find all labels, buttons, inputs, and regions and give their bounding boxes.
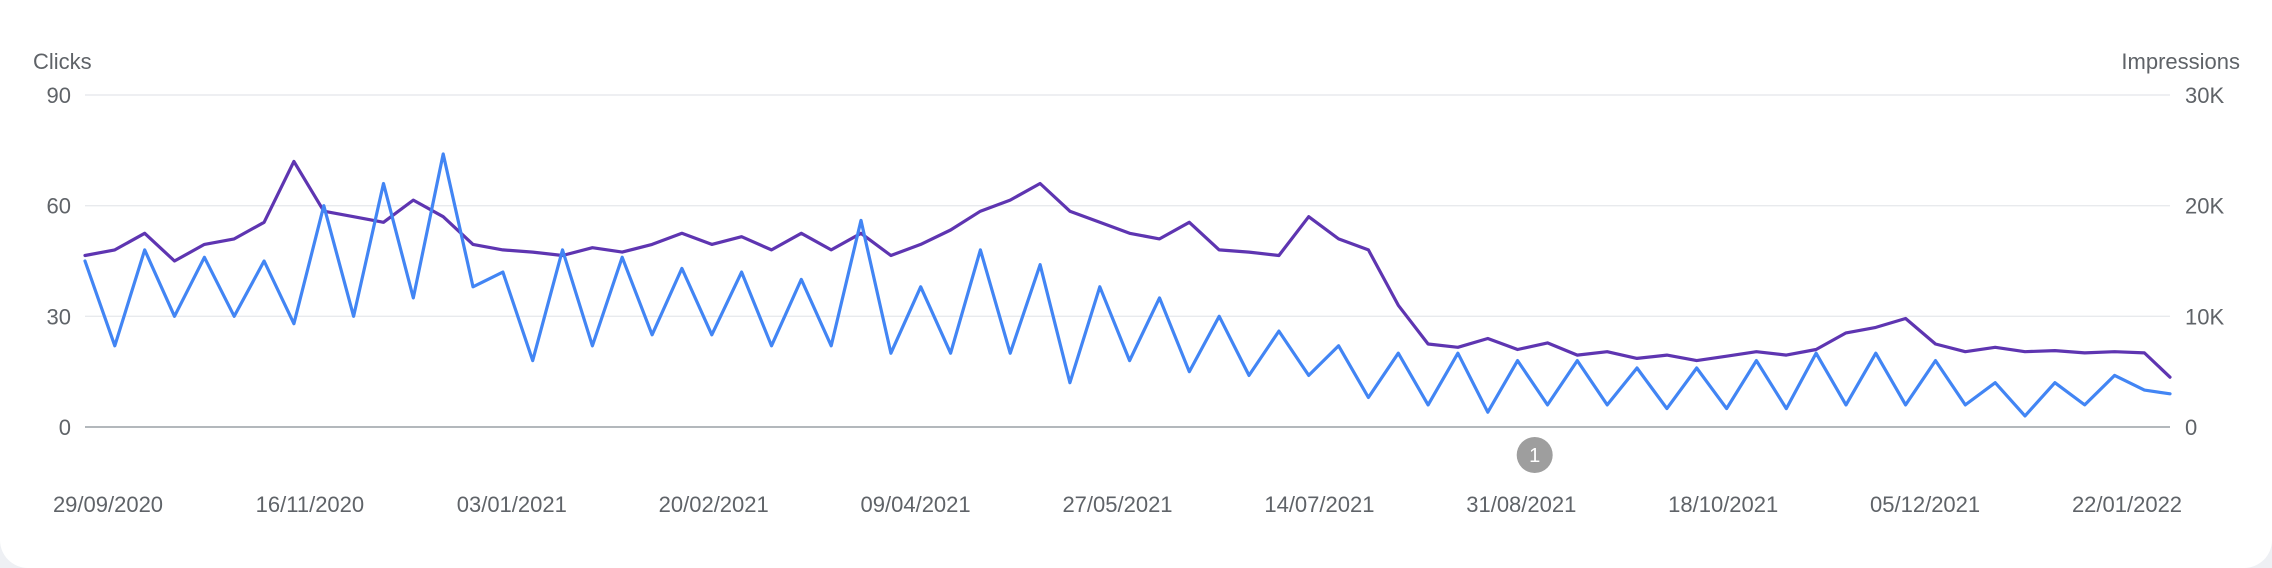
clicks-line xyxy=(83,152,2172,418)
left-axis-title: Clicks xyxy=(33,49,92,74)
annotation-marker[interactable]: 1 xyxy=(1516,437,1553,473)
annotation-label: 1 xyxy=(1529,445,1540,467)
x-tick-label: 31/08/2021 xyxy=(1466,492,1576,517)
series-layer xyxy=(83,152,2172,418)
left-tick-label: 90 xyxy=(47,83,71,108)
right-axis-title: Impressions xyxy=(2121,49,2240,74)
x-tick-label: 03/01/2021 xyxy=(457,492,567,517)
impressions-line xyxy=(83,159,2172,379)
x-tick-label: 27/05/2021 xyxy=(1062,492,1172,517)
x-tick-label: 16/11/2020 xyxy=(256,492,364,517)
x-tick-label: 29/09/2020 xyxy=(53,492,163,517)
x-tick-label: 18/10/2021 xyxy=(1668,492,1778,517)
grid-layer xyxy=(85,94,2170,428)
label-layer: 0 30 60 90 0 10K 20K 30K 29/09/2020 16/11/2020 03/… xyxy=(47,83,2225,517)
annotation-badge[interactable] xyxy=(1516,437,1553,473)
x-tick-label: 22/01/2022 xyxy=(2072,492,2182,517)
x-tick-label: 09/04/2021 xyxy=(861,492,971,517)
left-tick-label: 30 xyxy=(47,304,71,329)
right-tick-label: 10K xyxy=(2185,304,2224,329)
right-tick-label: 20K xyxy=(2185,194,2224,219)
left-tick-label: 0 xyxy=(59,415,71,440)
x-tick-label: 20/02/2021 xyxy=(659,492,769,517)
x-tick-label: 05/12/2021 xyxy=(1870,492,1980,517)
right-tick-label: 0 xyxy=(2185,415,2197,440)
right-tick-label: 30K xyxy=(2185,83,2224,108)
left-tick-label: 60 xyxy=(47,194,71,219)
x-tick-label: 14/07/2021 xyxy=(1264,492,1374,517)
